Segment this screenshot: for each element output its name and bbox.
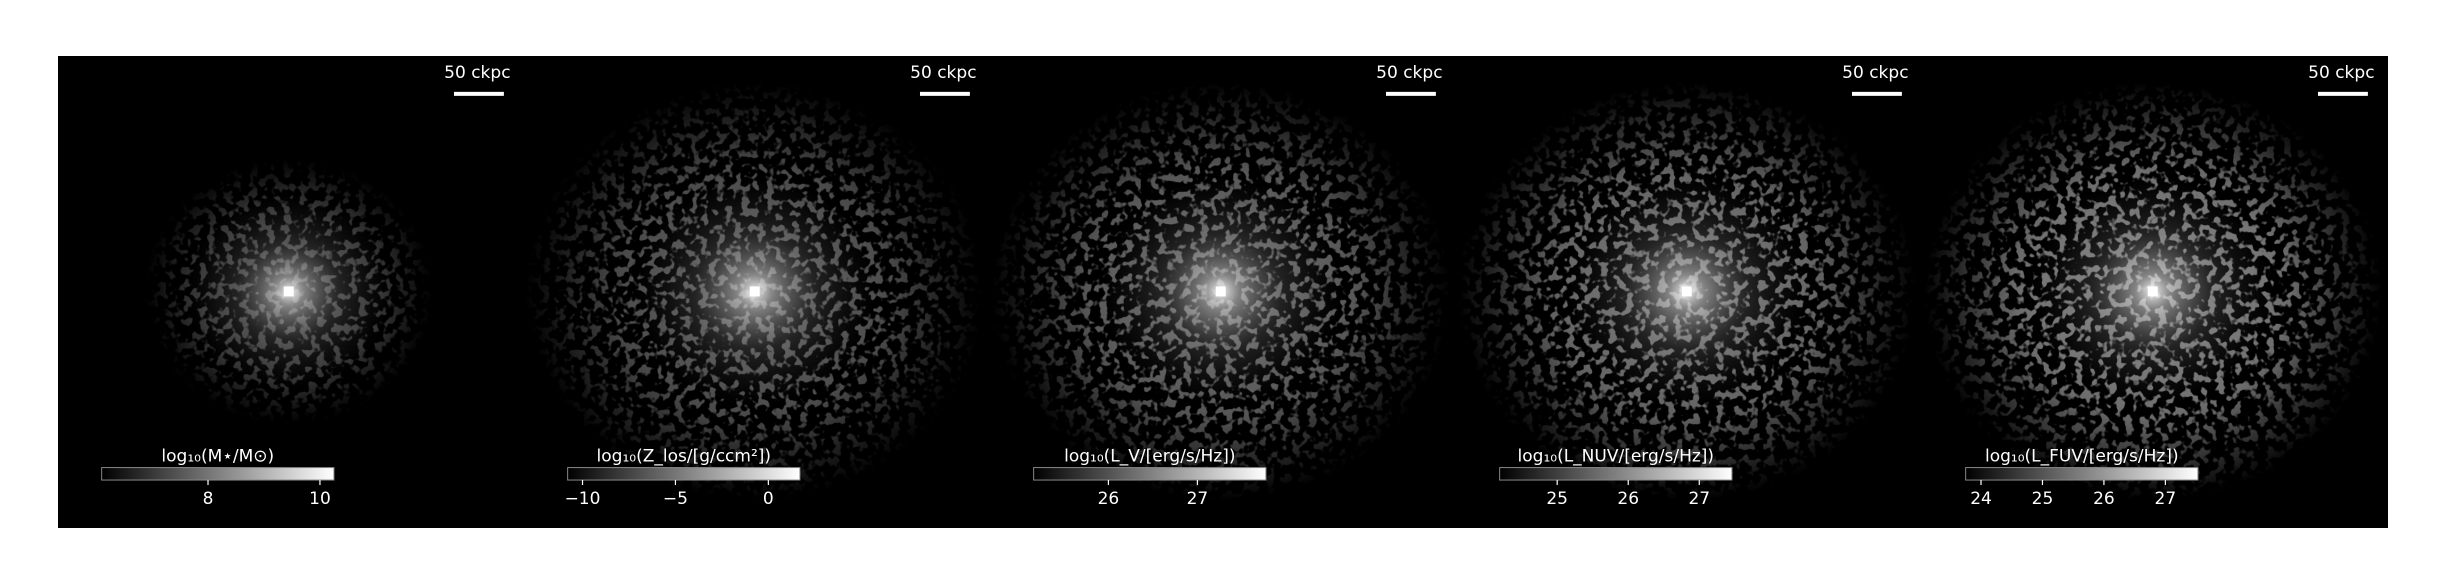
scalebar-label: 50 ckpc	[444, 63, 510, 83]
colorbar-label: log₁₀(M⋆/M⊙)	[161, 447, 274, 467]
colorbar-label: log₁₀(L_NUV/[erg/s/Hz])	[1518, 447, 1715, 467]
colorbar-label: log₁₀(L_FUV/[erg/s/Hz])	[1985, 447, 2179, 467]
panel: 50 ckpc log₁₀(L_NUV/[erg/s/Hz]) 25 26 27	[1456, 56, 1922, 528]
colorbar-tick-label: 25	[1546, 489, 1568, 509]
panel: 50 ckpc log₁₀(M⋆/M⊙) 8 10	[58, 56, 524, 528]
colorbar-tick-label: 24	[1970, 489, 1992, 509]
scalebar	[453, 91, 504, 96]
colorbar	[1499, 467, 1733, 481]
scalebar	[919, 91, 970, 96]
colorbar	[101, 467, 335, 481]
colorbar-tick-label: 26	[1617, 489, 1639, 509]
scalebar-label: 50 ckpc	[1842, 63, 1908, 83]
galaxy-center	[749, 286, 760, 297]
colorbar-label: log₁₀(L_V/[erg/s/Hz])	[1064, 447, 1235, 467]
colorbar-tick-label: 26	[2093, 489, 2115, 509]
scalebar	[1851, 91, 1902, 96]
colorbar-tick-label: 27	[2155, 489, 2177, 509]
colorbar-tick-label: 27	[1187, 489, 1209, 509]
colorbar	[1965, 467, 2199, 481]
panel: 50 ckpc log₁₀(L_V/[erg/s/Hz]) 26 27	[990, 56, 1456, 528]
galaxy-center	[283, 286, 294, 297]
colorbar-tick-label: 10	[309, 489, 331, 509]
colorbar-tick-label: −10	[565, 489, 601, 509]
galaxy-center	[2147, 286, 2158, 297]
galaxy-center	[1681, 286, 1692, 297]
colorbar-tick-label: 0	[763, 489, 774, 509]
colorbar-tick-label: −5	[663, 489, 688, 509]
colorbar	[567, 467, 801, 481]
scalebar-label: 50 ckpc	[2308, 63, 2374, 83]
colorbar-tick-label: 27	[1688, 489, 1710, 509]
scalebar	[2317, 91, 2368, 96]
colorbar-tick-label: 25	[2032, 489, 2054, 509]
scalebar-label: 50 ckpc	[1376, 63, 1442, 83]
scalebar-label: 50 ckpc	[910, 63, 976, 83]
scalebar	[1385, 91, 1436, 96]
colorbar-tick-label: 8	[203, 489, 214, 509]
colorbar-label: log₁₀(Z_los/[g/ccm²])	[597, 447, 772, 467]
colorbar-tick-label: 26	[1098, 489, 1120, 509]
galaxy-center	[1215, 286, 1226, 297]
panel: 50 ckpc log₁₀(L_FUV/[erg/s/Hz]) 24 25 26 27	[1922, 56, 2388, 528]
colorbar	[1033, 467, 1267, 481]
panel: 50 ckpc log₁₀(Z_los/[g/ccm²]) −10 −5 0	[524, 56, 990, 528]
